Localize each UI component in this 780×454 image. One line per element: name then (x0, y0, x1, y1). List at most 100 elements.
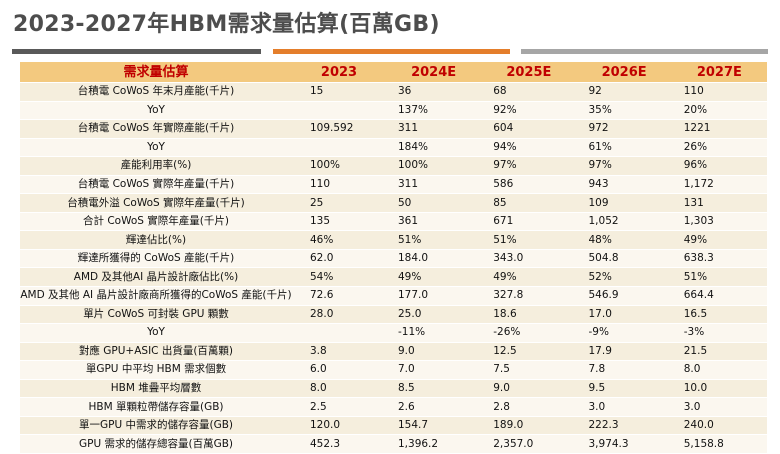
cell-2025E: 97% (481, 156, 577, 176)
cell-2023: 2.5 (292, 397, 386, 417)
cell-2026E: 943 (576, 175, 672, 195)
table-header-row: 需求量估算 2023 2024E 2025E 2026E 2027E (20, 62, 767, 83)
table-row: YoY 184% 94% 61% 26% (20, 138, 767, 158)
row-label: HBM 單顆粒帶儲存容量(GB) (20, 397, 292, 417)
cell-2024E: 25.0 (386, 305, 482, 325)
cell-2026E: 17.9 (576, 342, 672, 362)
row-label: AMD 及其他AI 晶片設計廠佔比(%) (20, 267, 292, 288)
cell-2024E: 50 (386, 193, 482, 213)
cell-2024E: 2.6 (386, 397, 482, 417)
cell-2024E: 1,396.2 (386, 434, 482, 454)
cell-2026E: 52% (576, 267, 672, 288)
cell-2023: 452.3 (292, 434, 386, 454)
row-label: YoY (20, 101, 292, 121)
cell-2026E: 48% (576, 230, 672, 250)
cell-2024E: -11% (386, 323, 482, 343)
cell-2025E: 671 (481, 212, 577, 232)
row-label: 單片 CoWoS 可封裝 GPU 顆數 (20, 305, 292, 325)
row-label: YoY (20, 323, 292, 343)
table-row: AMD 及其他AI 晶片設計廠佔比(%) 54% 49% 49% 52% 51% (20, 267, 767, 288)
cell-2027E: 8.0 (671, 360, 767, 380)
table-row: HBM 單顆粒帶儲存容量(GB) 2.5 2.6 2.8 3.0 3.0 (20, 397, 767, 417)
cell-2023: 110 (292, 175, 386, 195)
cell-2026E: 972 (576, 119, 672, 139)
header-year-2024E: 2024E (386, 62, 482, 83)
cell-2027E: 131 (671, 193, 767, 213)
cell-2025E: 7.5 (481, 360, 577, 380)
cell-2027E: 3.0 (671, 397, 767, 417)
cell-2027E: 110 (671, 82, 767, 102)
header-year-2025E: 2025E (481, 62, 577, 83)
table-row: GPU 需求的儲存總容量(百萬GB) 452.3 1,396.2 2,357.0 3,9… (20, 434, 767, 454)
cell-2025E: 85 (481, 193, 577, 213)
cell-2025E: 12.5 (481, 342, 577, 362)
cell-2026E: 97% (576, 156, 672, 176)
row-label: YoY (20, 138, 292, 158)
cell-2024E: 51% (386, 230, 482, 250)
cell-2023: 25 (292, 193, 386, 213)
row-label: 產能利用率(%) (20, 156, 292, 176)
cell-2026E: 61% (576, 138, 672, 158)
cell-2027E: 51% (671, 267, 767, 288)
table-row: AMD 及其他 AI 晶片設計廠商所獲得的CoWoS 產能(千片) 72.6 177… (20, 286, 767, 306)
cell-2027E: 5,158.8 (671, 434, 767, 454)
cell-2023 (292, 138, 386, 158)
cell-2026E: 3,974.3 (576, 434, 672, 454)
cell-2026E: 7.8 (576, 360, 672, 380)
row-label: GPU 需求的儲存總容量(百萬GB) (20, 434, 292, 454)
cell-2024E: 184% (386, 138, 482, 158)
cell-2025E: 18.6 (481, 305, 577, 325)
cell-2027E: 21.5 (671, 342, 767, 362)
table-row: 台積電外溢 CoWoS 實際年產量(千片) 25 50 85 109 131 (20, 193, 767, 213)
cell-2025E: 51% (481, 230, 577, 250)
cell-2026E: -9% (576, 323, 672, 343)
cell-2023: 72.6 (292, 286, 386, 306)
cell-2025E: 327.8 (481, 286, 577, 306)
header-label-column: 需求量估算 (20, 62, 292, 83)
table-row: 單一GPU 中需求的儲存容量(GB) 120.0 154.7 189.0 222.3 24… (20, 416, 767, 436)
row-label: 合計 CoWoS 實際年產量(千片) (20, 212, 292, 232)
cell-2027E: 49% (671, 230, 767, 250)
table-row: 單GPU 中平均 HBM 需求個數 6.0 7.0 7.5 7.8 8.0 (20, 360, 767, 380)
cell-2023: 54% (292, 267, 386, 288)
cell-2024E: 311 (386, 119, 482, 139)
title-rule-right (521, 49, 768, 54)
cell-2024E: 9.0 (386, 342, 482, 362)
cell-2023: 46% (292, 230, 386, 250)
page-title: 2023-2027年HBM需求量估算(百萬GB) (13, 12, 440, 37)
cell-2023: 100% (292, 156, 386, 176)
table-row: 台積電 CoWoS 年末月產能(千片) 15 36 68 92 110 (20, 82, 767, 102)
cell-2026E: 3.0 (576, 397, 672, 417)
cell-2027E: 240.0 (671, 416, 767, 436)
cell-2023: 135 (292, 212, 386, 232)
cell-2027E: 1,303 (671, 212, 767, 232)
cell-2027E: 664.4 (671, 286, 767, 306)
table-row: YoY 137% 92% 35% 20% (20, 101, 767, 121)
cell-2027E: -3% (671, 323, 767, 343)
title-rule-middle (273, 49, 510, 54)
cell-2027E: 16.5 (671, 305, 767, 325)
table-row: 台積電 CoWoS 年實際產能(千片) 109.592 311 604 972 1221 (20, 119, 767, 139)
row-label: 輝達佔比(%) (20, 230, 292, 250)
cell-2024E: 184.0 (386, 249, 482, 269)
cell-2025E: 9.0 (481, 379, 577, 399)
cell-2026E: 9.5 (576, 379, 672, 399)
cell-2027E: 10.0 (671, 379, 767, 399)
cell-2025E: 92% (481, 101, 577, 121)
cell-2027E: 20% (671, 101, 767, 121)
cell-2025E: 189.0 (481, 416, 577, 436)
table-row: HBM 堆疊平均層數 8.0 8.5 9.0 9.5 10.0 (20, 379, 767, 399)
cell-2025E: 94% (481, 138, 577, 158)
cell-2027E: 26% (671, 138, 767, 158)
cell-2026E: 109 (576, 193, 672, 213)
table-row: 合計 CoWoS 實際年產量(千片) 135 361 671 1,052 1,303 (20, 212, 767, 232)
cell-2025E: 343.0 (481, 249, 577, 269)
cell-2025E: 2,357.0 (481, 434, 577, 454)
cell-2023: 3.8 (292, 342, 386, 362)
row-label: 對應 GPU+ASIC 出貨量(百萬顆) (20, 342, 292, 362)
cell-2023: 28.0 (292, 305, 386, 325)
row-label: 台積電 CoWoS 年末月產能(千片) (20, 82, 292, 102)
cell-2025E: 68 (481, 82, 577, 102)
cell-2023: 62.0 (292, 249, 386, 269)
cell-2025E: 604 (481, 119, 577, 139)
